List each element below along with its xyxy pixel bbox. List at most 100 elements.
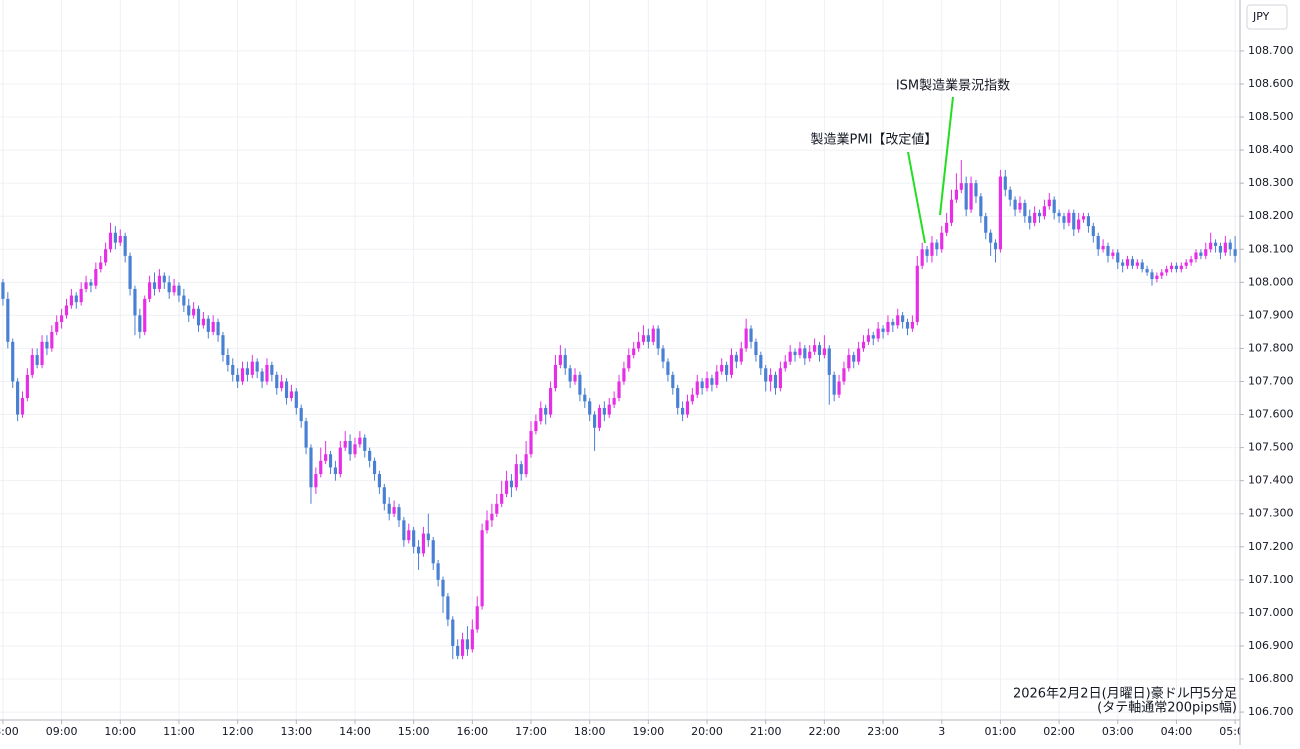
candle-body xyxy=(397,507,401,521)
candle-body xyxy=(759,355,763,369)
candle-body xyxy=(319,460,323,475)
y-tick-label: 108.000 xyxy=(1248,275,1294,288)
candle-body xyxy=(20,398,25,415)
candle-body xyxy=(294,391,298,408)
candle-body xyxy=(671,374,675,389)
candle-body xyxy=(407,530,411,541)
candle-body xyxy=(959,183,963,190)
candle-body xyxy=(715,371,719,385)
candle-body xyxy=(896,315,900,326)
candle-body xyxy=(421,533,426,554)
candle-body xyxy=(289,391,294,399)
x-tick-label: 02:00 xyxy=(1043,725,1075,738)
candle-body xyxy=(949,199,954,223)
candle-body xyxy=(104,249,108,263)
candle-body xyxy=(338,447,342,475)
annotation-line xyxy=(907,151,926,244)
x-tick-label: 3 xyxy=(938,725,945,738)
candle-body xyxy=(666,361,670,375)
candle-body xyxy=(35,355,39,365)
candle-body xyxy=(456,645,460,656)
y-axis-panel xyxy=(1240,0,1300,745)
candle-body xyxy=(646,335,650,342)
candle-body xyxy=(475,606,479,630)
candle-body xyxy=(837,381,841,395)
y-tick-label: 107.000 xyxy=(1248,606,1294,619)
candle-body xyxy=(783,361,787,369)
candle-body xyxy=(1165,269,1169,273)
candle-body xyxy=(348,440,352,455)
candle-body xyxy=(729,355,734,375)
candle-body xyxy=(143,298,147,332)
candle-body xyxy=(128,255,132,289)
candle-body xyxy=(84,282,88,289)
y-axis: 106.700 106.800 106.900 107.000 107.100 107.2… xyxy=(1239,0,1300,745)
candle-body xyxy=(993,242,998,250)
x-tick-label: 12:00 xyxy=(222,725,254,738)
candle-body xyxy=(138,315,142,332)
candle-body xyxy=(886,321,890,332)
x-tick-label: 16:00 xyxy=(456,725,488,738)
candle-body xyxy=(1184,262,1188,266)
candle-body xyxy=(607,404,611,415)
candle-body xyxy=(148,282,152,299)
candle-body xyxy=(206,318,210,332)
candle-body xyxy=(1081,216,1086,220)
candle-body xyxy=(221,335,225,356)
candle-body xyxy=(11,341,15,382)
candle-body xyxy=(1223,242,1227,253)
candle-body xyxy=(50,331,54,349)
candle-body xyxy=(1003,176,1007,190)
candle-body xyxy=(803,348,807,359)
candle-body xyxy=(1062,216,1066,223)
candle-body xyxy=(529,431,533,455)
candle-body xyxy=(925,249,929,256)
candle-body xyxy=(602,407,606,415)
candle-body xyxy=(309,447,313,488)
candle-body xyxy=(1023,202,1027,217)
candle-body xyxy=(372,460,377,475)
candle-body xyxy=(216,321,220,336)
candle-body xyxy=(133,288,137,316)
y-tick-label: 106.700 xyxy=(1248,705,1294,718)
candle-body xyxy=(387,503,391,514)
candle-body xyxy=(123,236,127,256)
candle-body xyxy=(519,464,523,475)
candle-body xyxy=(1125,259,1130,266)
candle-body xyxy=(6,298,10,342)
candle-body xyxy=(847,355,851,369)
annotation-line xyxy=(939,96,954,216)
candle-body xyxy=(641,335,646,342)
candle-body xyxy=(1169,265,1174,270)
x-tick-label: 21:00 xyxy=(750,725,782,738)
candle-body xyxy=(377,474,382,488)
x-tick-label: 04:00 xyxy=(1161,725,1193,738)
y-tick-label: 107.600 xyxy=(1248,408,1294,421)
candle-body xyxy=(1101,245,1105,250)
candle-body xyxy=(822,348,826,356)
candle-body xyxy=(30,355,34,375)
candle-body xyxy=(568,368,572,382)
candle-body xyxy=(910,321,914,329)
candle-body xyxy=(1135,262,1139,266)
candle-body xyxy=(1047,199,1051,207)
candle-body xyxy=(470,629,474,650)
candle-body xyxy=(1194,252,1198,260)
candle-body xyxy=(544,407,548,415)
candle-body xyxy=(876,328,880,339)
x-tick-label: 13:00 xyxy=(280,725,312,738)
candle-body xyxy=(920,249,924,266)
candle-body xyxy=(700,381,704,389)
x-tick-label: 15:00 xyxy=(398,725,430,738)
candle-body xyxy=(695,381,699,395)
candle-body xyxy=(680,407,685,415)
x-tick-label: 18:00 xyxy=(574,725,606,738)
overlay: 製造業PMI【改定値】 ISM製造業景況指数 2026年2月2日(月曜日)豪ドル円5… xyxy=(811,78,1237,716)
candle-body xyxy=(240,368,245,382)
candle-body xyxy=(99,262,103,270)
candle-body xyxy=(382,487,386,504)
annotation: ISM製造業景況指数 xyxy=(896,78,1010,94)
candle-body xyxy=(583,394,587,402)
x-tick-label: 01:00 xyxy=(985,725,1017,738)
